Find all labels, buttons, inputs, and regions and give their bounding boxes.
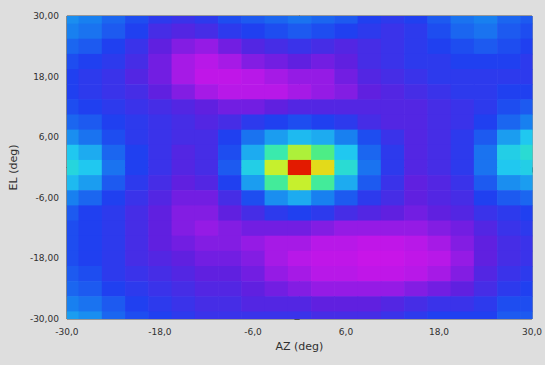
svg-text:EL (deg): EL (deg) — [7, 145, 20, 191]
svg-text:-6,00: -6,00 — [36, 193, 60, 203]
svg-text:-30,0: -30,0 — [55, 327, 79, 337]
svg-text:18,0: 18,0 — [429, 327, 449, 337]
svg-text:30,00: 30,00 — [33, 11, 59, 21]
svg-text:-18,0: -18,0 — [148, 327, 172, 337]
svg-text:6,0: 6,0 — [339, 327, 354, 337]
svg-text:6,00: 6,00 — [39, 132, 59, 142]
svg-text:AZ (deg): AZ (deg) — [276, 340, 324, 353]
svg-text:30,0: 30,0 — [522, 327, 542, 337]
svg-text:-30,00: -30,00 — [30, 314, 59, 324]
svg-text:18,00: 18,00 — [33, 72, 59, 82]
svg-text:-18,00: -18,00 — [30, 253, 59, 263]
svg-text:-6,0: -6,0 — [244, 327, 262, 337]
